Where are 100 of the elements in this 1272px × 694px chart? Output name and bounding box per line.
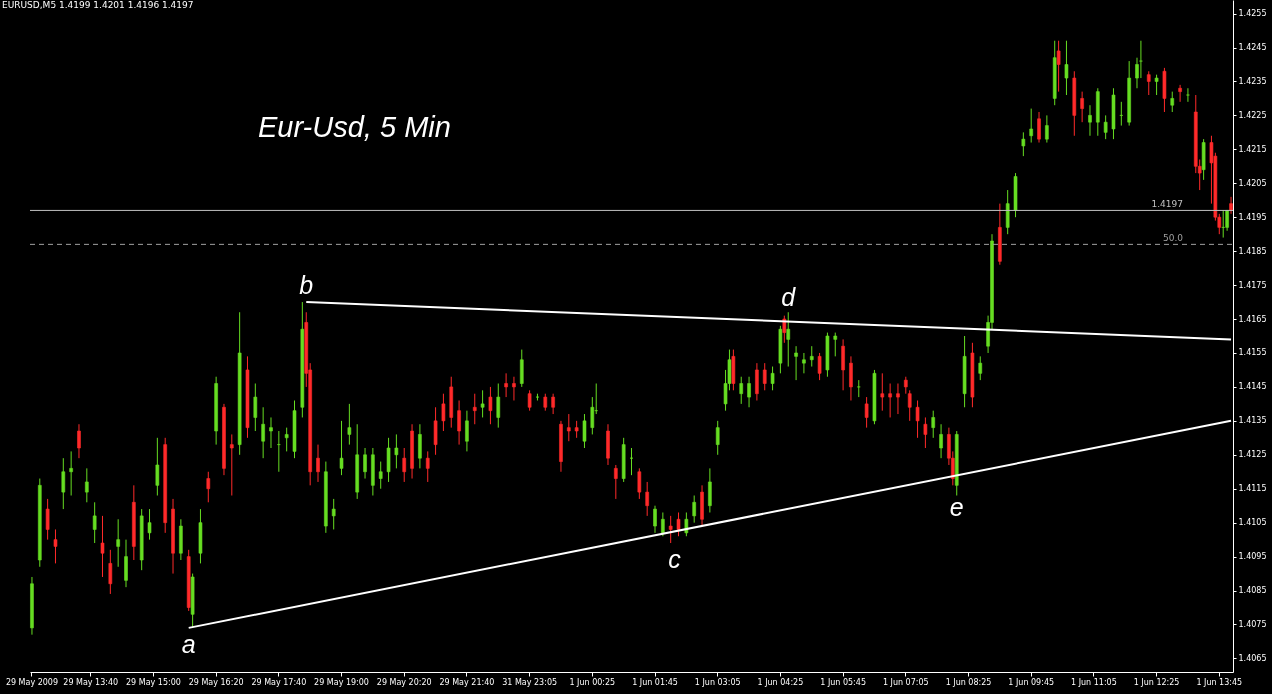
candlestick [692,495,696,524]
candlestick [386,437,391,483]
candlestick [108,549,113,595]
candlestick [614,464,618,500]
candlestick [888,383,892,418]
x-tick-label: 29 May 19:00 [314,677,369,687]
x-tick-label: 1 Jun 07:05 [882,677,929,687]
candlestick [684,511,689,537]
y-tick-label: 1.4085 [1238,586,1267,596]
candlestick [923,416,928,449]
candlestick [755,362,759,401]
candlestick [425,450,430,483]
candlestick [762,362,767,391]
x-tick-label: 29 May 21:40 [439,677,495,687]
y-tick-label: 1.4215 [1238,144,1267,154]
candlestick [1064,40,1069,96]
candlestick [1186,87,1190,103]
candlestick [786,311,791,368]
ref-line-label: 1.4197 [1151,199,1183,210]
annotation: Eur-Usd, 5 Min [258,111,451,143]
candlestick [488,386,493,425]
candlestick [1154,74,1159,96]
candlestick [896,383,900,415]
candlestick [402,447,407,483]
chart-title: EURUSD,M5 1.4199 1.4201 1.4196 1.4197 [2,0,194,10]
candlestick [864,396,869,429]
y-tick-label: 1.4185 [1238,246,1267,256]
candlestick [230,433,234,497]
candlestick [147,508,152,541]
x-tick-label: 29 May 16:20 [188,677,244,687]
y-tick-label: 1.4255 [1238,9,1267,19]
candlestick [206,471,211,503]
candlestick [939,423,943,459]
candlestick [1037,111,1041,144]
x-tick-label: 31 May 23:05 [502,677,558,687]
candlestick [496,383,501,429]
candlestick [978,355,983,381]
candlestick [849,355,853,401]
y-tick-label: 1.4145 [1238,382,1267,392]
candlestick [394,433,399,469]
candlestick [100,515,105,578]
candlestick [794,345,798,381]
candlestick [880,372,885,412]
x-tick-label: 1 Jun 12:25 [1133,677,1180,687]
x-tick-label: 29 May 13:40 [63,677,119,687]
x-tick-label: 1 Jun 09:45 [1008,677,1055,687]
y-tick-label: 1.4105 [1238,518,1267,528]
candlestick [378,461,383,490]
candlestick [668,515,673,544]
candlestick [61,457,66,510]
candlestick [747,376,751,408]
x-tick-label: 1 Jun 01:45 [632,677,678,687]
candlestick [269,416,273,449]
y-tick-label: 1.4125 [1238,450,1267,460]
candlestick [708,467,712,513]
candlestick [77,423,81,459]
candlestick [1056,40,1061,93]
x-tick-label: 1 Jun 03:05 [694,677,741,687]
x-tick-label: 29 May 17:40 [251,677,307,687]
annotation: 50.0 [1162,233,1184,244]
candlestick [316,444,320,483]
candlestick [116,518,120,568]
candlestick [1103,114,1108,140]
candlestick [261,406,265,459]
candlestick [155,437,160,497]
y-tick-label: 1.4135 [1238,416,1267,426]
candlestick [457,399,461,446]
candlestick [833,332,838,357]
candlestick [1146,70,1151,96]
candlestick [504,372,508,398]
candlestick [53,528,58,564]
y-tick-label: 1.4095 [1238,552,1267,562]
x-tick-label: 29 May 15:00 [126,677,181,687]
y-tick-label: 1.4075 [1238,619,1267,629]
annotation: a [181,630,196,658]
candlestick [817,352,822,381]
candlestick [92,501,97,544]
y-tick-label: 1.4065 [1238,653,1267,663]
candlestick [582,413,587,449]
candlestick [653,505,657,534]
candlestick [1021,131,1026,157]
x-tick-label: 29 May 2009 [5,677,59,687]
candlestick [69,450,73,497]
y-tick-label: 1.4175 [1238,280,1267,290]
annotation: d [781,283,797,311]
x-tick-label: 1 Jun 08:25 [945,677,992,687]
candlestick [915,399,920,439]
y-tick-label: 1.4155 [1238,348,1267,358]
candlestick [433,406,438,456]
candlestick [661,511,665,537]
x-tick-label: 1 Jun 11:05 [1071,677,1117,687]
candlestick [1080,91,1084,123]
candlestick [441,393,446,432]
candlestick [512,376,516,401]
x-tick-label: 1 Jun 13:45 [1196,677,1243,687]
y-tick-label: 1.4205 [1238,178,1267,188]
candlestick [1029,108,1033,144]
y-tick-label: 1.4225 [1238,110,1267,120]
candlestick [519,349,524,388]
candlestick [339,420,344,476]
